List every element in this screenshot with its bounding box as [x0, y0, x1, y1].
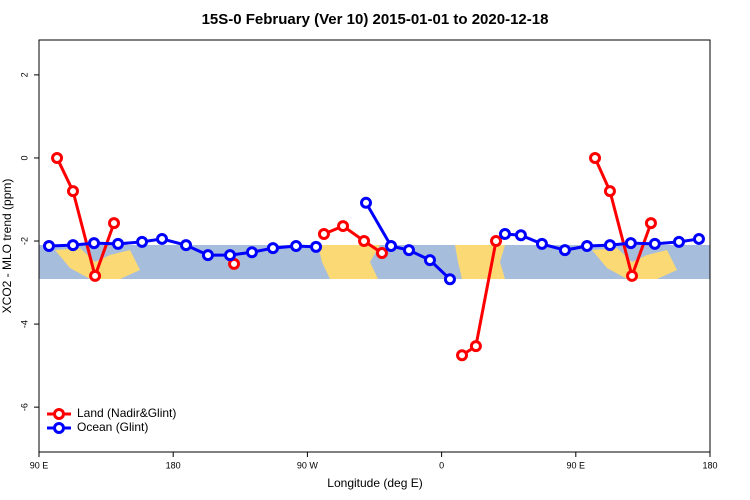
x-tick-label: 180 [166, 460, 181, 470]
data-point [603, 239, 616, 252]
data-point [108, 217, 121, 230]
data-point [385, 240, 398, 252]
data-point [558, 244, 571, 257]
data-point [456, 349, 469, 362]
data-point [224, 249, 237, 262]
x-tick-label: 90 E [567, 460, 586, 470]
data-point [672, 235, 685, 248]
data-point [360, 196, 373, 209]
data-point [603, 185, 616, 198]
data-point [624, 237, 637, 250]
y-tick-label: -4 [19, 320, 29, 328]
data-point [626, 269, 639, 282]
data-point [66, 239, 79, 252]
data-point [201, 249, 214, 262]
data-point [580, 240, 593, 252]
data-point [180, 239, 193, 252]
data-point [290, 240, 303, 252]
data-point [402, 244, 415, 257]
legend-marker [53, 422, 65, 434]
x-tick-label: 0 [439, 460, 444, 470]
data-point [375, 247, 388, 260]
data-point [310, 240, 323, 253]
series-line [55, 157, 653, 357]
data-point [88, 237, 101, 250]
y-tick-label: 2 [19, 72, 29, 77]
y-tick-label: -2 [19, 237, 29, 245]
x-tick-label: 90 E [30, 460, 49, 470]
y-axis-label: XCO2 - MLO trend (ppm) [0, 179, 14, 314]
x-tick-label: 90 W [297, 460, 319, 470]
data-point [692, 232, 705, 245]
data-point [490, 235, 503, 248]
data-point [644, 217, 657, 230]
data-point [89, 269, 102, 282]
data-point [589, 151, 602, 164]
data-point [51, 151, 64, 164]
data-point [648, 237, 661, 250]
plot-frame [38, 39, 711, 453]
chart-title: 15S-0 February (Ver 10) 2015-01-01 to 20… [202, 11, 549, 28]
x-axis-label: Longitude (deg E) [327, 476, 422, 490]
data-point [469, 340, 482, 353]
legend-label: Land (Nadir&Glint) [77, 406, 176, 420]
y-tick-label: -6 [19, 403, 29, 411]
map-strip [39, 245, 710, 279]
data-point [423, 254, 436, 267]
legend-marker [53, 408, 65, 420]
data-point [358, 235, 371, 248]
data-point [266, 242, 279, 255]
data-point [337, 220, 350, 233]
data-point [498, 227, 511, 240]
data-point [156, 232, 169, 245]
data-point [42, 240, 55, 252]
data-point [136, 235, 149, 248]
y-tick-label: 0 [19, 155, 29, 160]
data-point [535, 237, 548, 250]
data-point [66, 185, 79, 198]
data-point [443, 273, 456, 286]
data-point [112, 237, 125, 250]
legend-label: Ocean (Glint) [77, 420, 148, 434]
data-point [317, 227, 330, 240]
x-tick-label: 180 [702, 460, 717, 470]
data-point [245, 246, 258, 259]
data-point [514, 229, 527, 242]
